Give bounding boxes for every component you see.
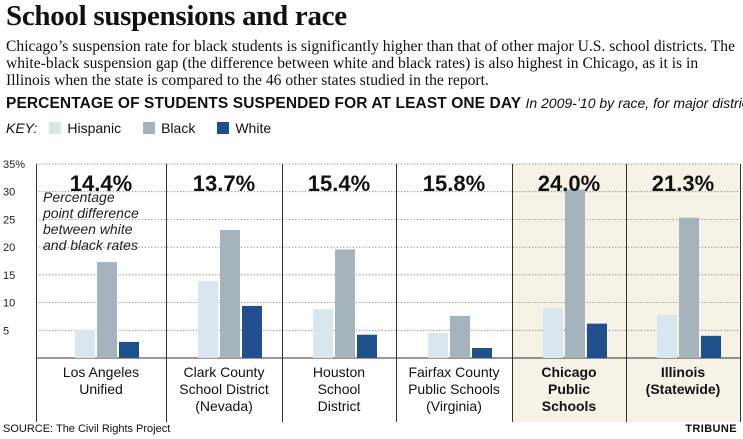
legend-swatch-black [143,122,156,134]
category-label: Chicago [541,364,596,380]
y-tick-label: 35% [3,159,25,171]
category-label: Unified [79,381,123,397]
subhead-main: PERCENTAGE OF STUDENTS SUSPENDED FOR AT … [6,95,522,112]
y-tick-label: 30 [3,187,15,199]
annotation-note: Percentage [43,189,115,205]
category-label: Schools [542,398,597,414]
category-label: School [318,381,361,397]
bar-black [565,189,585,358]
category-label: Public Schools [408,381,500,397]
legend-key-label: KEY: [6,120,38,136]
gap-value-label: 24.0% [538,171,600,196]
source-note: SOURCE: The Civil Rights Project [3,423,171,435]
category-label: Houston [313,364,365,380]
annotation-note: and black rates [43,237,138,253]
legend-label-white: White [235,120,272,136]
category-label: Public [548,381,590,397]
y-tick-label: 20 [3,242,15,254]
bar-white [701,335,721,358]
bar-hispanic [313,309,333,358]
gap-value-label: 15.8% [423,171,485,196]
category-label: (Virginia) [426,398,482,414]
gap-value-label: 14.4% [70,171,132,196]
chart-description: Chicago’s suspension rate for black stud… [6,38,736,89]
bar-hispanic [428,333,448,358]
bar-black [335,249,355,358]
category-label: Los Angeles [63,364,139,380]
bar-hispanic [543,308,563,358]
bar-white [587,323,607,358]
category-label: Clark County [184,364,265,380]
gap-value-label: 13.7% [193,171,255,196]
annotation-note: point difference [42,205,139,221]
category-label: (Nevada) [195,398,253,414]
subhead-note: In 2009-’10 by race, for major districts [525,95,743,111]
legend-item-white: White [217,120,271,136]
legend-label-black: Black [161,120,196,136]
category-label: (Statewide) [646,381,721,397]
legend-item-hispanic: Hispanic [49,120,121,136]
gap-value-label: 21.3% [652,171,714,196]
legend-item-black: Black [143,120,195,136]
y-tick-label: 15 [3,270,15,282]
bar-black [220,229,240,358]
bar-hispanic [657,314,677,358]
category-label: Illinois [661,364,706,380]
bar-white [242,305,262,358]
legend-swatch-hispanic [49,122,62,134]
legend-swatch-white [217,122,230,134]
bar-white [472,348,492,358]
bar-black [97,262,117,358]
bar-hispanic [75,329,95,358]
chart-title: School suspensions and race [6,0,347,32]
bar-hispanic [198,280,218,358]
gap-value-label: 15.4% [308,171,370,196]
legend: KEY: Hispanic Black White [6,118,293,138]
y-tick-label: 5 [3,325,9,337]
category-label: Fairfax County [408,364,499,380]
bar-white [119,341,139,358]
chart-subhead: PERCENTAGE OF STUDENTS SUSPENDED FOR AT … [6,95,743,113]
y-tick-label: 25 [3,214,15,226]
credit: TRIBUNE [685,423,737,435]
category-label: School District [179,381,269,397]
bar-white [357,334,377,358]
bar-black [679,217,699,358]
bar-black [450,315,470,358]
legend-label-hispanic: Hispanic [67,120,122,136]
annotation-note: between white [43,221,133,237]
y-tick-label: 10 [3,298,15,310]
category-label: District [318,398,361,414]
